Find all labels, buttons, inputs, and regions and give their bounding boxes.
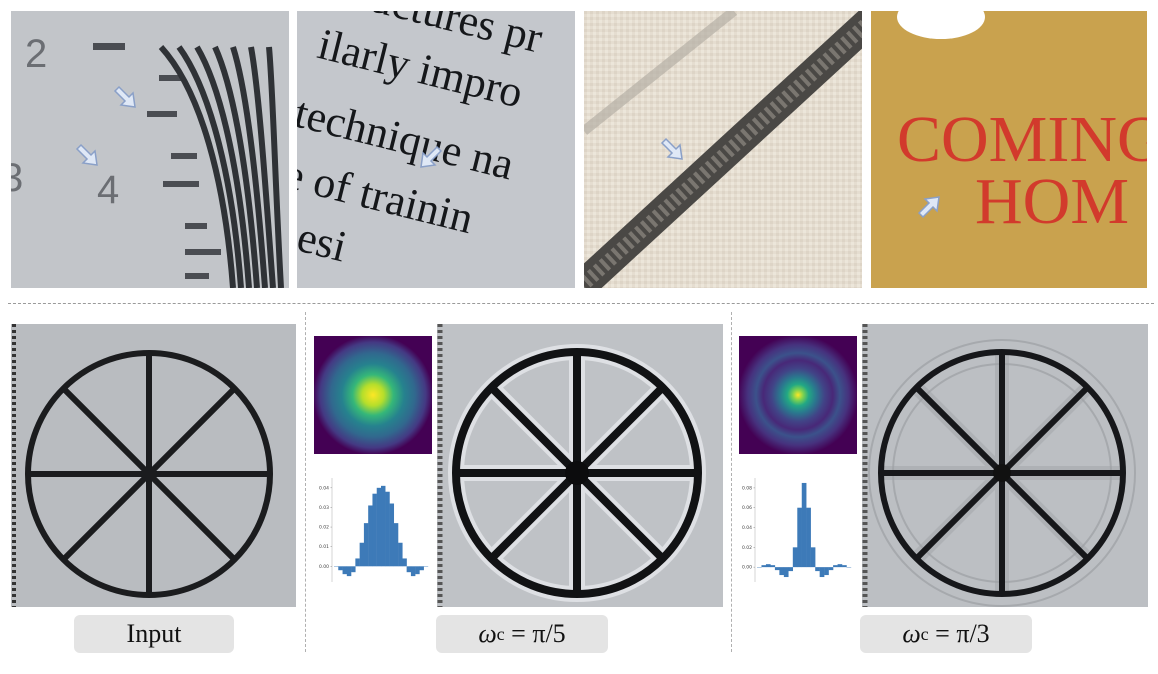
kernel-bar — [774, 567, 780, 571]
column-divider — [305, 312, 306, 652]
text-page-crop: uctures pr ilarly impro technique na le … — [297, 11, 575, 288]
kernel-bar — [381, 485, 386, 567]
kernel-bar — [402, 558, 407, 567]
kernel-bar — [389, 503, 395, 567]
label-input: Input — [74, 615, 234, 653]
kernel-bar — [372, 493, 377, 567]
y-tick-label: 0.04 — [319, 485, 329, 491]
label-omega-subscript: c — [920, 623, 929, 644]
row-divider — [8, 303, 1154, 304]
kernel-bar — [828, 567, 834, 571]
kernel-bar — [410, 566, 416, 577]
kernel-bar — [779, 567, 785, 576]
y-tick-label: 0.08 — [742, 485, 752, 491]
kernel-bar — [359, 542, 365, 567]
sign-line-1: COMING — [897, 103, 1147, 176]
kernel-bar — [797, 507, 802, 568]
kernel-bar — [338, 566, 343, 571]
arrow-icon — [660, 137, 683, 160]
y-tick-label: 0.04 — [742, 525, 752, 531]
kernel-bar — [415, 566, 420, 575]
filtered-wheel-pi3 — [862, 324, 1148, 607]
kernel-heatmap-pi3 — [739, 336, 857, 454]
y-tick-label: 0.00 — [319, 564, 329, 570]
label-input-text: Input — [126, 619, 182, 648]
chart-number-4: 4 — [97, 168, 119, 212]
arrow-icon — [75, 85, 136, 166]
kernel-bar — [385, 491, 390, 567]
filtered-wheel-pi5 — [437, 324, 723, 607]
kernel-heatmap-pi5 — [314, 336, 432, 454]
y-tick-label: 0.03 — [319, 505, 329, 511]
y-tick-label: 0.06 — [742, 505, 752, 511]
kernel-bar — [368, 505, 373, 567]
arrow-icon — [420, 145, 443, 168]
kernel-bar — [815, 567, 820, 572]
kernel-bar — [376, 487, 382, 567]
label-omega-symbol: ω — [902, 619, 921, 648]
arrow-icon — [917, 196, 940, 219]
kernel-profile-chart-pi3: 0.08 0.06 0.04 0.02 0.00 — [733, 470, 859, 588]
sign-line-2: HOM — [975, 165, 1129, 238]
kernel-bar — [801, 482, 807, 568]
kernel-bar — [765, 564, 771, 568]
kernel-bar — [406, 566, 412, 573]
kernel-bar — [355, 558, 360, 567]
kernel-bar — [351, 566, 356, 573]
label-omega-symbol: ω — [478, 619, 497, 648]
coming-home-sign-crop: COMING HOM — [871, 11, 1147, 288]
chart-number-2: 2 — [25, 32, 47, 76]
kernel-bar — [770, 565, 776, 568]
kernel-bar — [824, 567, 829, 576]
kernel-bar — [398, 542, 403, 567]
kernel-bar — [761, 565, 767, 568]
kernel-bar — [833, 565, 838, 568]
kernel-bar — [783, 567, 789, 578]
kernel-profile-chart-pi5: 0.04 0.03 0.02 0.01 0.00 — [310, 470, 436, 588]
diagonal-line-crop — [584, 11, 862, 288]
resolution-chart-crop: 2 4 3 — [11, 11, 289, 288]
kernel-bar — [363, 523, 369, 567]
kernel-bar — [788, 567, 794, 572]
chart-number-3: 3 — [11, 156, 23, 200]
label-cutoff-value: = π/5 — [504, 619, 566, 648]
kernel-bar — [842, 565, 847, 568]
kernel-bar — [806, 507, 811, 568]
column-divider — [731, 312, 732, 652]
kernel-bar — [419, 566, 424, 571]
y-tick-label: 0.02 — [319, 525, 329, 531]
y-tick-label: 0.02 — [742, 545, 752, 551]
y-tick-label: 0.00 — [742, 565, 752, 571]
label-omega-subscript: c — [496, 623, 505, 644]
y-tick-label: 0.01 — [319, 544, 329, 550]
kernel-bar — [393, 523, 399, 567]
kernel-bar — [792, 547, 798, 568]
input-wheel-image — [11, 324, 296, 607]
kernel-bar — [342, 566, 348, 575]
kernel-bar — [819, 567, 825, 578]
label-cutoff-value: = π/3 — [928, 619, 990, 648]
kernel-bar — [346, 566, 352, 577]
kernel-bar — [810, 547, 816, 568]
kernel-bar — [837, 564, 843, 568]
